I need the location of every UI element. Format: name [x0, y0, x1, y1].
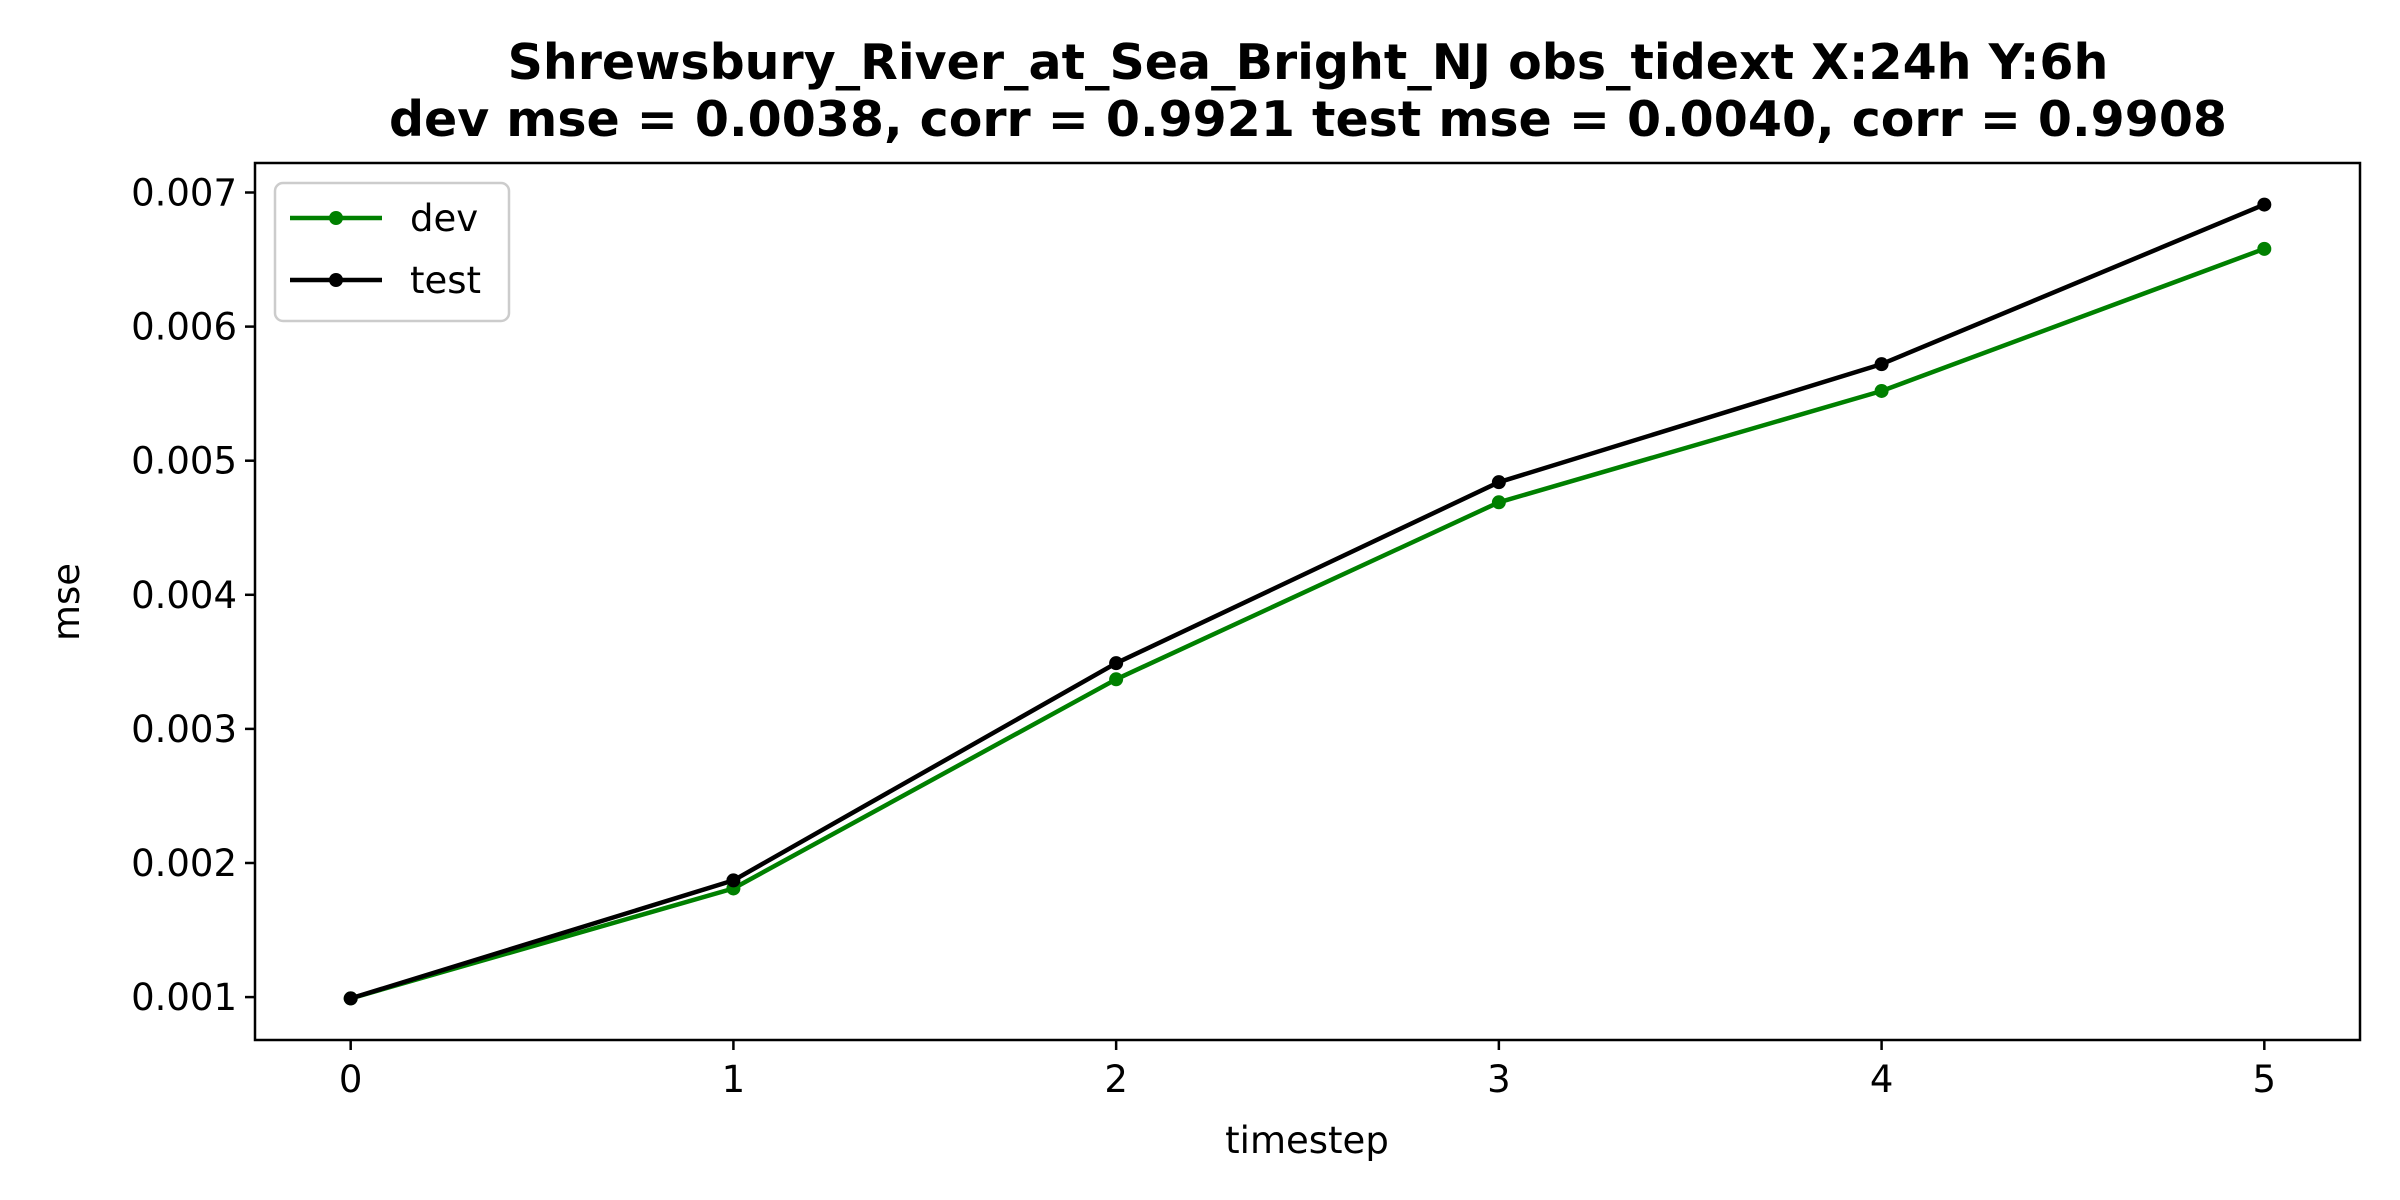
x-tick-label: 5	[2253, 1058, 2277, 1101]
series-test-point	[1109, 656, 1124, 671]
y-tick-label: 0.006	[131, 306, 237, 349]
series-dev-line	[350, 246, 2266, 1001]
series-dev-point	[1109, 672, 1124, 687]
y-tick-label: 0.005	[131, 440, 237, 483]
y-axis-label: mse	[45, 563, 88, 641]
chart-title-line2: dev mse = 0.0038, corr = 0.9921 test mse…	[389, 91, 2227, 148]
x-tick-label: 0	[339, 1058, 363, 1101]
series-test-point	[1491, 475, 1506, 490]
series-test-point	[1874, 357, 1889, 372]
series-test-point	[726, 873, 741, 888]
series-dev-point	[2257, 241, 2272, 256]
x-axis-label: timestep	[1225, 1119, 1389, 1162]
y-tick-label: 0.002	[131, 842, 237, 885]
x-tick-label: 1	[722, 1058, 746, 1101]
legend-test-label: test	[410, 259, 481, 302]
series-test-point	[343, 991, 358, 1006]
x-tick-label: 4	[1870, 1058, 1894, 1101]
legend: dev test	[273, 181, 511, 323]
y-tick-label: 0.007	[131, 172, 237, 215]
series-dev-point	[1491, 495, 1506, 510]
series-lines	[343, 197, 2272, 1006]
y-tick-label: 0.001	[131, 976, 237, 1019]
series-test-point	[2257, 197, 2272, 212]
series-dev-point	[1874, 383, 1889, 398]
legend-dev-label: dev	[410, 197, 478, 240]
chart-title-line1: Shrewsbury_River_at_Sea_Bright_NJ obs_ti…	[508, 34, 2109, 91]
axes-frame	[253, 161, 2362, 1042]
y-tick-label: 0.004	[131, 574, 237, 617]
y-tick-label: 0.003	[131, 708, 237, 751]
series-test-line	[350, 202, 2266, 1001]
legend-dev-marker	[329, 211, 343, 225]
x-tick-label: 2	[1104, 1058, 1128, 1101]
axis-ticks: 0 1 2 3 4 5 0.001 0.002 0.003 0.004 0.005 0.006 0.00…	[131, 172, 2276, 1101]
legend-test-marker	[329, 273, 343, 287]
x-tick-label: 3	[1487, 1058, 1511, 1101]
